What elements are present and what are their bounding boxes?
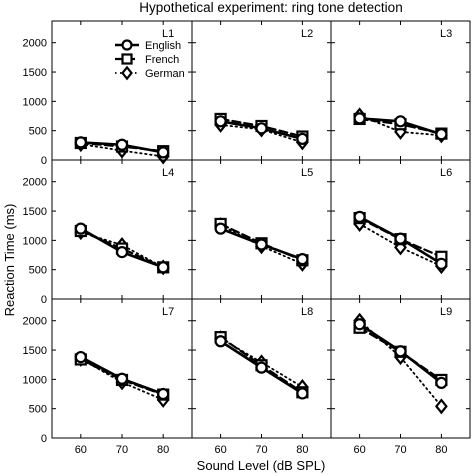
legend-marker-french — [121, 53, 133, 65]
data-point-english — [74, 222, 87, 235]
panel-grid: L10500100015002000L2EnglishFrenchGermanL… — [23, 20, 471, 456]
panel-l9: L9 60 70 80 — [330, 298, 471, 456]
panel-l4: L4 0 500 1000 1500 2000 — [23, 159, 193, 306]
y-axis-label: Reaction Time (ms) — [2, 204, 17, 317]
chart-title: Hypothetical experiment: ring tone detec… — [139, 0, 402, 15]
x-tick-label: 80 — [435, 444, 447, 456]
y-tick-label: 500 — [29, 265, 47, 277]
data-point-english — [353, 318, 366, 331]
y-tick-label: 1500 — [23, 345, 47, 357]
panel-label: L5 — [301, 167, 313, 179]
x-tick-label: 70 — [394, 444, 406, 456]
panel-label: L4 — [162, 167, 174, 179]
data-point-english — [214, 222, 227, 235]
panel-l2: L2 English French German — [115, 20, 332, 161]
data-point-english — [394, 232, 407, 245]
data-point-english — [157, 261, 170, 274]
x-tick-label: 80 — [157, 444, 169, 456]
data-point-english — [214, 115, 227, 128]
panel-label: L3 — [440, 28, 452, 40]
panel-frame — [330, 159, 471, 300]
y-tick-label: 500 — [29, 404, 47, 416]
x-tick-label: 80 — [296, 444, 308, 456]
panel-l1: L1 0 500 1000 1500 2000 — [23, 20, 193, 167]
y-tick-label: 2000 — [23, 316, 47, 328]
data-point-english — [157, 146, 170, 159]
data-point-english — [255, 361, 268, 374]
data-point-english — [435, 128, 448, 141]
y-tick-label: 0 — [41, 294, 47, 306]
legend: English French German — [115, 39, 185, 81]
y-tick-label: 0 — [41, 155, 47, 167]
panel-frame — [191, 20, 332, 161]
data-point-english — [296, 253, 309, 266]
panel-label: L1 — [162, 28, 174, 40]
panel-l6: L6 — [330, 159, 471, 300]
data-point-english — [255, 238, 268, 251]
panel-label: L6 — [440, 167, 452, 179]
x-axis-label: Sound Level (dB SPL) — [197, 458, 326, 473]
data-point-english — [255, 122, 268, 135]
data-point-english — [74, 136, 87, 149]
panel-frame — [51, 159, 193, 300]
x-tick-label: 70 — [116, 444, 128, 456]
x-tick-label: 60 — [353, 444, 365, 456]
panel-label: L8 — [301, 306, 313, 318]
panel-l7: L7 0 500 1000 1500 2000 60 70 80 — [23, 298, 193, 456]
data-point-english — [296, 132, 309, 145]
legend-label-german: German — [145, 68, 185, 80]
y-tick-label: 1000 — [23, 235, 47, 247]
y-tick-label: 1500 — [23, 206, 47, 218]
panel-l5: L5 — [191, 159, 332, 300]
data-point-english — [435, 376, 448, 389]
panel-label: L2 — [301, 28, 313, 40]
data-point-english — [74, 350, 87, 364]
panel-l3: L3 — [330, 20, 471, 161]
panel-label: L9 — [440, 306, 452, 318]
data-point-english — [214, 335, 227, 348]
y-tick-label: 500 — [29, 126, 47, 138]
data-point-english — [157, 387, 170, 401]
legend-marker-english — [121, 39, 133, 51]
data-point-german — [434, 398, 448, 415]
x-tick-label: 60 — [75, 444, 87, 456]
data-point-english — [394, 345, 407, 358]
data-point-english — [353, 210, 366, 224]
legend-label-english: English — [145, 40, 181, 52]
panel-l8: L8 60 70 80 — [191, 298, 332, 456]
panel-frame — [51, 298, 193, 439]
y-tick-label: 2000 — [23, 177, 47, 189]
y-tick-label: 2000 — [23, 38, 47, 50]
data-point-english — [435, 257, 448, 270]
y-tick-label: 1000 — [23, 96, 47, 108]
y-tick-label: 0 — [41, 433, 47, 445]
panel-frame — [191, 159, 332, 300]
legend-label-french: French — [145, 54, 179, 66]
y-tick-label: 1000 — [23, 374, 47, 386]
y-tick-label: 1500 — [23, 67, 47, 79]
data-point-english — [115, 138, 129, 151]
panel-frame — [330, 298, 471, 439]
data-point-english — [394, 115, 407, 128]
panel-label: L7 — [162, 306, 174, 318]
data-point-english — [115, 245, 129, 259]
x-tick-label: 70 — [255, 444, 267, 456]
x-tick-label: 60 — [214, 444, 226, 456]
legend-marker-german — [121, 65, 133, 81]
data-point-english — [296, 387, 309, 400]
data-point-english — [353, 112, 366, 125]
data-point-english — [115, 372, 129, 385]
